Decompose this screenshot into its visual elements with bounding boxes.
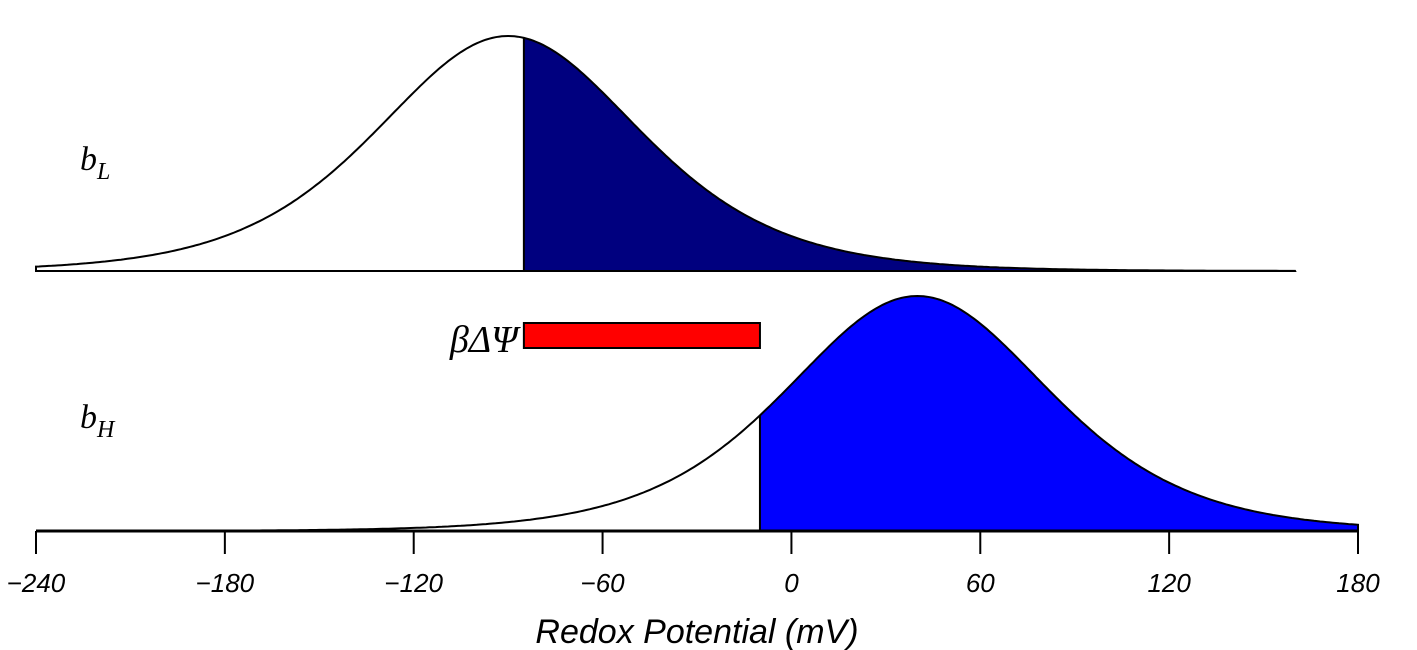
- x-tick-label: −60: [581, 568, 626, 598]
- bL-curve: [35, 34, 1297, 272]
- x-tick-label: −240: [7, 568, 66, 598]
- x-tick-label: 0: [784, 568, 799, 598]
- x-tick-label: 60: [966, 568, 995, 598]
- x-tick-label: −180: [196, 568, 255, 598]
- bH-label: bH: [80, 399, 116, 443]
- bL-label: bL: [80, 141, 110, 185]
- x-tick-label: 180: [1336, 568, 1380, 598]
- x-axis-label: Redox Potential (mV): [535, 613, 858, 650]
- delta-psi-label: βΔΨ: [449, 319, 521, 361]
- delta-psi-bar: [522, 322, 761, 349]
- bH-shaded-area: [759, 296, 1358, 531]
- x-tick-label: −120: [384, 568, 443, 598]
- x-tick-label: 120: [1147, 568, 1191, 598]
- bL-shaded-area: [523, 37, 1296, 272]
